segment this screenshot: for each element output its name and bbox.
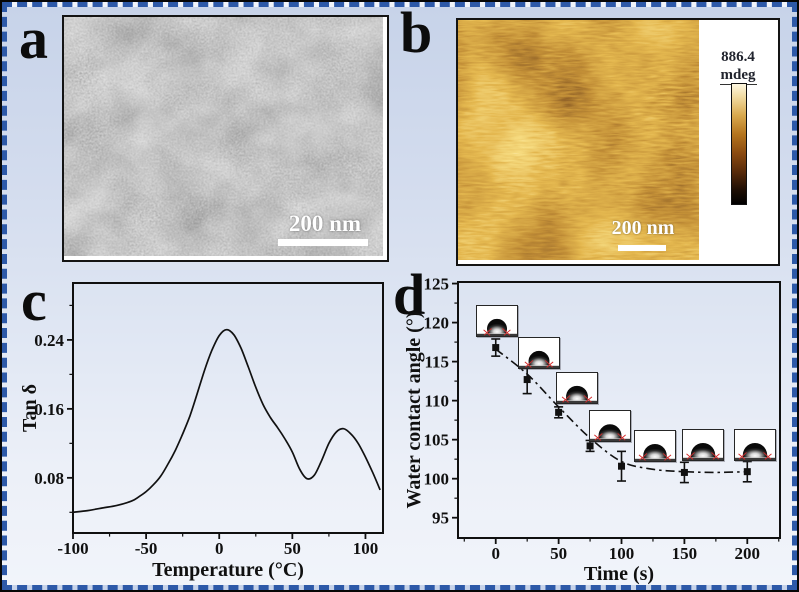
substrate-line bbox=[590, 438, 630, 441]
sem-scalebar bbox=[278, 239, 368, 246]
svg-text:Water contact angle (°): Water contact angle (°) bbox=[403, 311, 425, 508]
data-point-marker bbox=[586, 442, 594, 450]
water-droplet bbox=[528, 350, 550, 366]
svg-text:115: 115 bbox=[424, 353, 449, 372]
panel-d-label: d bbox=[393, 262, 426, 327]
afm-scalebar bbox=[618, 245, 666, 251]
svg-text:200: 200 bbox=[735, 544, 761, 563]
data-point-marker bbox=[555, 408, 563, 416]
svg-text:100: 100 bbox=[609, 544, 635, 563]
svg-text:0: 0 bbox=[215, 539, 224, 558]
afm-phase-texture bbox=[458, 20, 699, 260]
colorbar bbox=[731, 83, 747, 205]
water-droplet bbox=[742, 443, 768, 458]
colorbar-unit: mdeg bbox=[719, 67, 757, 85]
tan-delta-curve bbox=[72, 328, 381, 514]
svg-text:100: 100 bbox=[424, 470, 450, 489]
data-point-marker bbox=[492, 344, 500, 352]
substrate-line bbox=[683, 457, 723, 460]
axes bbox=[452, 281, 781, 544]
contact-angle-tangent-lines bbox=[483, 328, 511, 336]
droplet-photo-inset bbox=[589, 410, 631, 442]
substrate-line bbox=[519, 365, 559, 368]
data-point-marker bbox=[680, 468, 688, 476]
svg-text:0.08: 0.08 bbox=[34, 469, 64, 488]
contact-angle-tangent-lines bbox=[738, 452, 772, 460]
droplet-photo-inset bbox=[518, 337, 560, 369]
svg-text:Temperature (°C): Temperature (°C) bbox=[152, 559, 304, 581]
svg-text:Time (s): Time (s) bbox=[584, 563, 654, 585]
contact-angle-tangent-lines bbox=[561, 395, 593, 403]
water-droplet bbox=[598, 424, 622, 439]
substrate-line bbox=[477, 333, 517, 336]
svg-text:150: 150 bbox=[672, 544, 698, 563]
svg-text:-100: -100 bbox=[57, 539, 88, 558]
water-droplet bbox=[643, 443, 667, 459]
water-droplet bbox=[690, 443, 716, 458]
svg-text:0.16: 0.16 bbox=[34, 400, 64, 419]
contact-angle-tangent-lines bbox=[638, 453, 672, 461]
svg-text:125: 125 bbox=[424, 275, 450, 294]
contact-angle-chart: 0 50 100 150 200 95 100 105 110 115 120 125 Time (s)… bbox=[403, 275, 781, 585]
svg-text:50: 50 bbox=[284, 539, 301, 558]
sem-image: 200 nm bbox=[62, 15, 389, 262]
water-droplet bbox=[487, 318, 507, 334]
svg-text:105: 105 bbox=[424, 431, 450, 450]
sem-scalebar-label: 200 nm bbox=[288, 211, 362, 236]
svg-text:0.24: 0.24 bbox=[34, 331, 64, 350]
svg-text:Tan δ: Tan δ bbox=[19, 384, 41, 432]
contact-angle-tangent-lines bbox=[594, 433, 626, 441]
substrate-line bbox=[735, 457, 775, 460]
svg-text:-50: -50 bbox=[135, 539, 158, 558]
data-point-marker bbox=[618, 462, 626, 470]
droplet-photo-inset bbox=[476, 305, 518, 337]
afm-scalebar-label: 200 nm bbox=[611, 217, 675, 239]
svg-text:100: 100 bbox=[353, 539, 379, 558]
svg-text:95: 95 bbox=[432, 509, 449, 528]
svg-text:120: 120 bbox=[424, 314, 450, 333]
droplet-photo-inset bbox=[734, 429, 776, 461]
panel-a-label: a bbox=[19, 6, 48, 71]
sem-noise-texture bbox=[64, 17, 383, 256]
panel-b-label: b bbox=[400, 0, 433, 65]
substrate-line bbox=[557, 400, 597, 403]
axes bbox=[67, 282, 384, 539]
svg-text:0: 0 bbox=[491, 544, 500, 563]
substrate-line bbox=[635, 458, 675, 461]
panel-c-label: c bbox=[21, 268, 47, 333]
droplet-photo-inset bbox=[634, 430, 676, 462]
data-point-marker bbox=[743, 468, 751, 476]
contact-angle-tangent-lines bbox=[686, 452, 720, 460]
contact-angle-tangent-lines bbox=[524, 360, 554, 368]
water-droplet bbox=[566, 385, 588, 401]
colorbar-max-value: 886.4 bbox=[721, 49, 755, 65]
afm-image-panel: 200 nm 886.4 mdeg bbox=[456, 18, 780, 266]
droplet-photo-inset bbox=[682, 429, 724, 461]
tan-delta-chart: -100 -50 0 50 100 0.08 0.16 0.24 Temperature (°C… bbox=[19, 282, 384, 581]
data-point-marker bbox=[523, 376, 531, 384]
svg-text:110: 110 bbox=[424, 392, 449, 411]
droplet-photo-inset bbox=[556, 372, 598, 404]
svg-text:50: 50 bbox=[550, 544, 567, 563]
